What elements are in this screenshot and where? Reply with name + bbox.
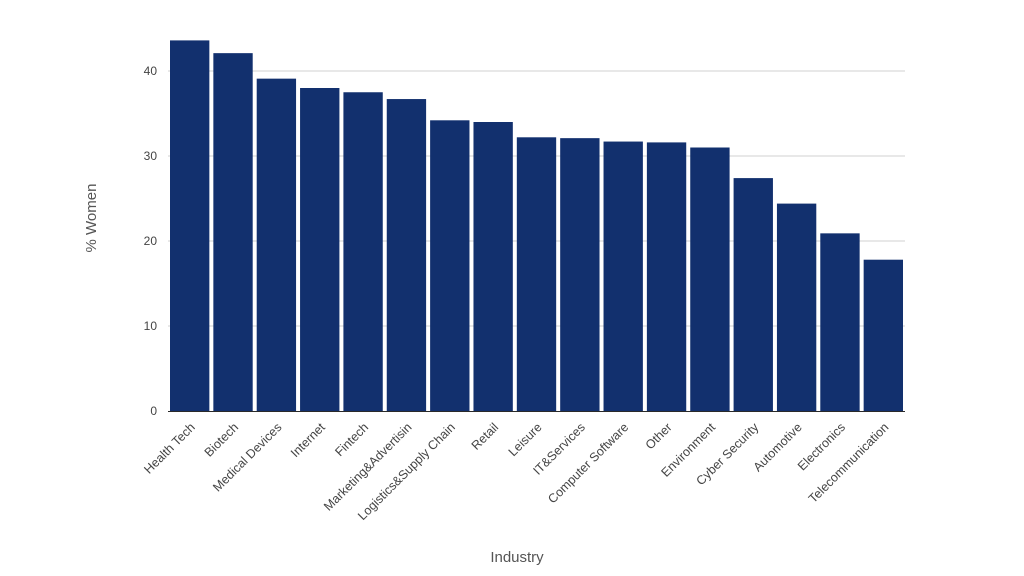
x-tick-label: Retail xyxy=(469,420,502,453)
bar xyxy=(213,53,253,412)
bar xyxy=(820,233,860,411)
x-tick-label: Computer Software xyxy=(545,420,631,506)
y-tick-label: 0 xyxy=(150,404,157,418)
x-tick-label: Fintech xyxy=(332,420,371,459)
bar xyxy=(776,203,817,411)
bar xyxy=(733,178,773,411)
bar xyxy=(170,40,210,412)
bar xyxy=(560,138,600,411)
bar xyxy=(343,92,383,411)
y-tick-label: 20 xyxy=(144,234,158,248)
x-tick-label: Telecommunication xyxy=(806,420,892,506)
y-tick-labels: 0 10 20 30 40 xyxy=(144,64,158,418)
x-tick-label: Other xyxy=(643,420,675,452)
bar xyxy=(516,137,557,412)
bar xyxy=(473,122,513,411)
x-axis-title: Industry xyxy=(490,549,544,566)
x-tick-label: Biotech xyxy=(202,420,241,459)
bar xyxy=(863,259,903,411)
x-tick-label: Health Tech xyxy=(141,420,197,476)
y-tick-label: 30 xyxy=(144,149,158,163)
bars xyxy=(170,40,903,412)
bar xyxy=(300,88,340,411)
y-tick-label: 40 xyxy=(144,64,158,78)
y-axis-title: % Women xyxy=(83,184,100,253)
bar xyxy=(256,78,297,412)
bar xyxy=(386,99,427,412)
bar xyxy=(690,147,730,411)
bar xyxy=(646,142,687,411)
y-tick-label: 10 xyxy=(144,319,158,333)
x-tick-label: Leisure xyxy=(506,420,545,459)
bar xyxy=(430,120,470,412)
x-tick-label: Internet xyxy=(288,420,328,460)
bar xyxy=(603,141,643,412)
